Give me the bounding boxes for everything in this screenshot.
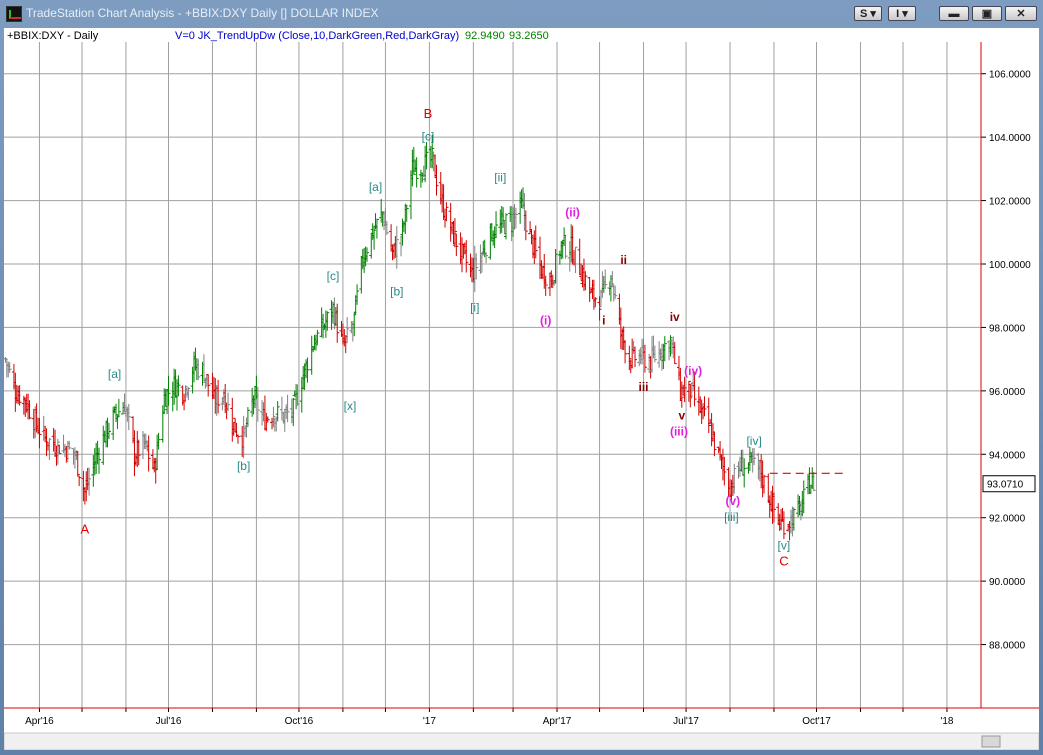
wave-label: (i) bbox=[540, 313, 551, 327]
y-tick-label: 98.0000 bbox=[989, 323, 1026, 334]
chart-area[interactable]: 88.0000 90.0000 92.0000 94.0000 96.0000 98.00… bbox=[4, 28, 1039, 750]
horizontal-scrollbar[interactable] bbox=[4, 732, 1039, 750]
wave-label: [b] bbox=[390, 285, 403, 299]
x-tick-label: Oct'17 bbox=[802, 716, 831, 727]
wave-label: [iii] bbox=[724, 510, 739, 524]
y-tick-label: 92.0000 bbox=[989, 514, 1026, 525]
x-tick-label: Jul'16 bbox=[156, 716, 182, 727]
x-tick-label: '17 bbox=[423, 716, 436, 727]
wave-label: [iv] bbox=[746, 434, 761, 448]
wave-label: [a] bbox=[108, 367, 121, 381]
indicator-header: V=0 JK_TrendUpDw (Close,10,DarkGreen,Red… bbox=[175, 30, 460, 42]
indicator-link-label: I bbox=[896, 8, 900, 20]
indicator-link-button[interactable]: I ▾ bbox=[888, 6, 916, 21]
wave-label: iii bbox=[639, 380, 649, 394]
last-price-label: 93.0710 bbox=[987, 480, 1024, 491]
y-tick-label: 88.0000 bbox=[989, 641, 1026, 652]
wave-label: (iv) bbox=[684, 364, 702, 378]
tradestation-app-icon bbox=[6, 6, 22, 22]
y-tick-label: 102.0000 bbox=[989, 197, 1031, 208]
window-title: TradeStation Chart Analysis - +BBIX:DXY … bbox=[26, 6, 379, 20]
wave-label: (v) bbox=[726, 494, 741, 508]
close-button[interactable]: ✕ bbox=[1005, 6, 1037, 21]
y-tick-label: 106.0000 bbox=[989, 70, 1031, 81]
wave-label: [c] bbox=[422, 129, 435, 143]
wave-label: C bbox=[779, 553, 788, 568]
wave-label: [x] bbox=[344, 399, 357, 413]
wave-label: A bbox=[80, 522, 89, 537]
minimize-icon: ▬ bbox=[948, 8, 960, 20]
wave-label: [a] bbox=[369, 180, 382, 194]
wave-label: [c] bbox=[327, 269, 340, 283]
wave-label: [ii] bbox=[494, 171, 506, 185]
x-tick-label: Jul'17 bbox=[673, 716, 699, 727]
wave-label: v bbox=[678, 408, 685, 422]
wave-label: [v] bbox=[778, 538, 791, 552]
wave-label: ii bbox=[620, 253, 627, 267]
restore-icon: ▣ bbox=[981, 8, 993, 20]
y-tick-label: 100.0000 bbox=[989, 260, 1031, 271]
y-tick-label: 94.0000 bbox=[989, 450, 1026, 461]
symbol-link-label: S bbox=[860, 8, 868, 20]
wave-label: B bbox=[424, 106, 433, 121]
wave-label: i bbox=[602, 313, 605, 327]
y-tick-label: 90.0000 bbox=[989, 577, 1026, 588]
x-tick-label: Apr'17 bbox=[543, 716, 572, 727]
plot-background bbox=[4, 42, 981, 708]
price-chart[interactable]: 88.0000 90.0000 92.0000 94.0000 96.0000 98.00… bbox=[4, 28, 1039, 750]
x-tick-label: Apr'16 bbox=[25, 716, 54, 727]
wave-label: [b] bbox=[237, 459, 250, 473]
indicator-value-2: 93.2650 bbox=[509, 30, 549, 42]
x-tick-label: '18 bbox=[940, 716, 953, 727]
scrollbar-thumb[interactable] bbox=[981, 735, 1001, 748]
y-tick-label: 96.0000 bbox=[989, 387, 1026, 398]
wave-label: iv bbox=[670, 310, 680, 324]
wave-label: (iii) bbox=[670, 424, 688, 438]
minimize-button[interactable]: ▬ bbox=[939, 6, 969, 21]
wave-label: (ii) bbox=[565, 205, 580, 219]
symbol-link-button[interactable]: S ▾ bbox=[854, 6, 882, 21]
symbol-header: +BBIX:DXY - Daily bbox=[7, 30, 99, 42]
restore-button[interactable]: ▣ bbox=[972, 6, 1002, 21]
title-bar[interactable]: TradeStation Chart Analysis - +BBIX:DXY … bbox=[0, 0, 1043, 28]
close-icon: ✕ bbox=[1016, 8, 1026, 20]
y-tick-label: 104.0000 bbox=[989, 133, 1031, 144]
x-tick-label: Oct'16 bbox=[285, 716, 314, 727]
indicator-value-1: 92.9490 bbox=[465, 30, 505, 42]
last-price-box bbox=[982, 475, 1036, 493]
wave-label: [i] bbox=[470, 301, 479, 315]
